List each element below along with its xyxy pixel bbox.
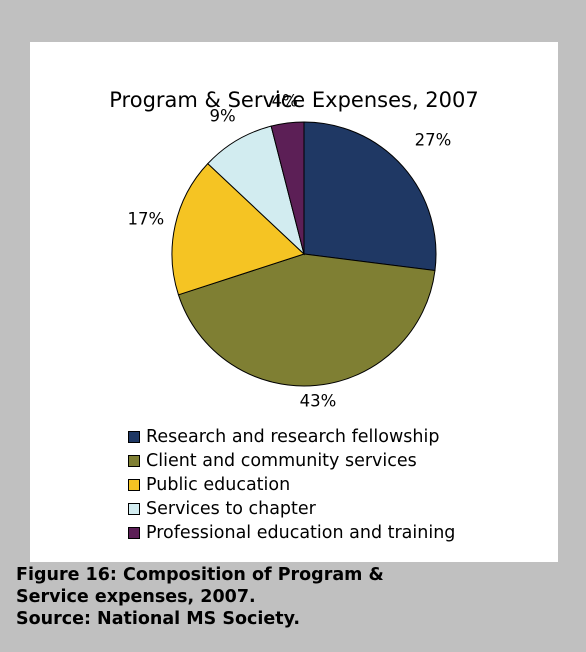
caption-line-3: Source: National MS Society. (16, 609, 301, 629)
legend-item-services-to-chapter: Services to chapter (128, 497, 455, 521)
legend-swatch (128, 479, 140, 491)
pie-slice-public-education (171, 162, 305, 296)
data-label-professional-education-and-training: 4% (271, 91, 298, 111)
data-label-public-education: 17% (127, 209, 165, 229)
data-label-services-to-chapter: 9% (209, 106, 236, 126)
legend-label: Services to chapter (146, 499, 316, 519)
legend-swatch (128, 527, 140, 539)
legend-label: Research and research fellowship (146, 427, 440, 447)
chart-panel: Program & Service Expenses, 2007 27% 43% 1… (30, 42, 558, 562)
pie-chart (171, 121, 437, 387)
pie-slice-research-and-research-fellowship (303, 121, 437, 272)
legend-label: Client and community services (146, 451, 417, 471)
figure-caption: Figure 16: Composition of Program & Serv… (16, 564, 556, 630)
legend-label: Public education (146, 475, 291, 495)
data-label-research-and-research-fellowship: 27% (414, 130, 452, 150)
pie-slice-client-and-community-services (177, 253, 436, 387)
chart-legend: Research and research fellowship Client a… (128, 425, 455, 545)
legend-item-professional-education-and-training: Professional education and training (128, 521, 455, 545)
pie-slice-professional-education-and-training (270, 121, 305, 255)
legend-label: Professional education and training (146, 523, 456, 543)
caption-line-2: Service expenses, 2007. (16, 587, 256, 607)
legend-item-research-and-research-fellowship: Research and research fellowship (128, 425, 455, 449)
legend-swatch (128, 431, 140, 443)
legend-swatch (128, 455, 140, 467)
caption-line-1: Figure 16: Composition of Program & (16, 565, 384, 585)
legend-swatch (128, 503, 140, 515)
legend-item-public-education: Public education (128, 473, 455, 497)
chart-title: Program & Service Expenses, 2007 (109, 88, 479, 112)
data-label-client-and-community-services: 43% (299, 391, 337, 411)
legend-item-client-and-community-services: Client and community services (128, 449, 455, 473)
